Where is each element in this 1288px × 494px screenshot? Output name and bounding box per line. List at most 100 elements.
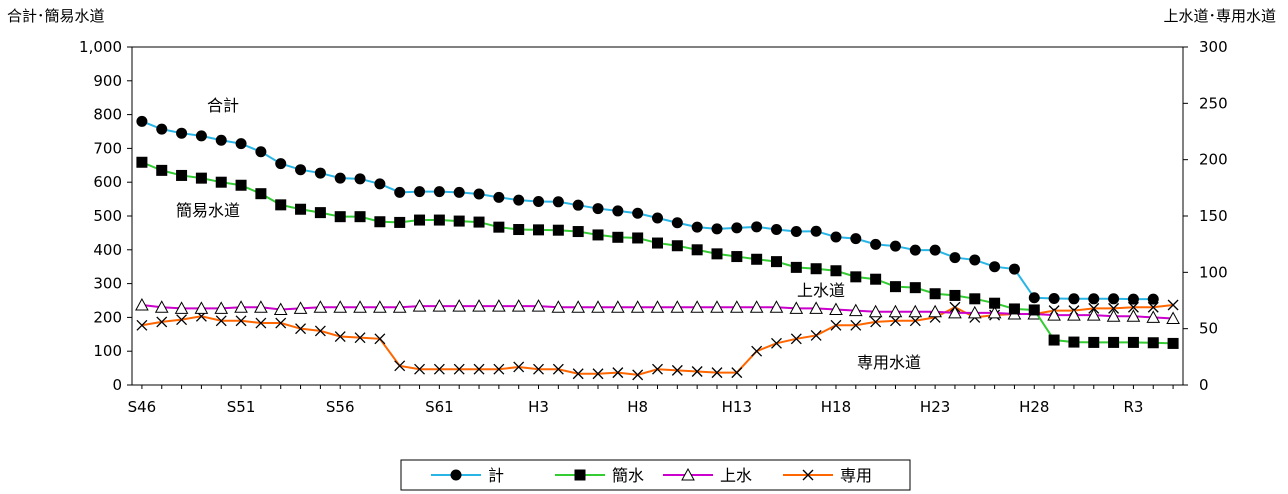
data-point xyxy=(810,329,822,341)
data-point xyxy=(414,214,426,226)
data-point xyxy=(848,303,863,317)
data-point xyxy=(967,305,982,319)
data-point xyxy=(909,282,921,294)
data-point xyxy=(136,319,148,331)
data-point-stroke xyxy=(572,368,584,380)
data-point xyxy=(293,301,308,314)
data-point xyxy=(652,363,663,375)
data-point xyxy=(195,172,207,184)
data-point xyxy=(989,261,1001,273)
x-tick-label: H8 xyxy=(627,398,648,416)
data-point xyxy=(731,367,743,379)
data-point xyxy=(592,229,604,241)
data-point-stroke xyxy=(731,367,743,379)
data-point xyxy=(255,188,267,200)
x-tick-label: H23 xyxy=(920,398,950,416)
data-point xyxy=(533,363,544,375)
data-point xyxy=(671,364,683,376)
y-left-tick-label: 1,000 xyxy=(79,38,122,56)
y-left-tick-label: 700 xyxy=(93,139,122,157)
x-tick-label: H18 xyxy=(821,398,851,416)
data-point xyxy=(453,186,465,198)
data-point xyxy=(354,211,366,223)
data-point xyxy=(374,333,386,345)
x-tick-label: S51 xyxy=(227,398,256,416)
data-point xyxy=(671,217,683,229)
x-tick-label: S61 xyxy=(425,398,454,416)
data-point xyxy=(830,231,842,243)
data-point xyxy=(314,207,326,219)
data-point xyxy=(255,146,267,158)
data-point xyxy=(769,300,784,313)
data-point xyxy=(612,367,624,379)
data-point-stroke xyxy=(592,368,604,380)
data-point xyxy=(592,368,604,380)
data-point xyxy=(374,178,386,190)
data-point xyxy=(156,316,168,328)
annotation-label: 上水道 xyxy=(797,281,845,300)
data-point-stroke xyxy=(156,316,168,328)
data-point-stroke xyxy=(830,319,842,331)
data-point xyxy=(392,300,407,313)
data-point-stroke xyxy=(850,319,862,331)
data-point xyxy=(572,199,584,211)
data-point xyxy=(275,199,287,211)
y-left-tick-label: 300 xyxy=(93,275,122,293)
y-right-tick-label: 0 xyxy=(1199,376,1209,394)
data-point xyxy=(333,300,348,313)
legend-item: 簡水 xyxy=(555,466,644,485)
y-right-tick-label: 300 xyxy=(1199,38,1228,56)
data-point xyxy=(632,232,644,244)
data-point xyxy=(810,225,822,237)
data-point xyxy=(531,299,546,312)
data-point xyxy=(450,469,462,481)
data-point-stroke xyxy=(314,325,326,337)
annotation-label: 専用水道 xyxy=(857,353,921,372)
data-point xyxy=(255,317,267,329)
data-point xyxy=(254,300,268,313)
legend-label: 簡水 xyxy=(612,466,644,485)
legend-label: 上水 xyxy=(720,466,752,485)
data-point xyxy=(670,300,685,313)
legend-label: 計 xyxy=(488,466,504,485)
data-point-stroke xyxy=(354,332,366,344)
data-point xyxy=(729,300,744,313)
data-point xyxy=(809,301,823,314)
data-point xyxy=(354,332,366,344)
data-point-stroke xyxy=(802,469,814,481)
data-point xyxy=(215,176,227,188)
data-point xyxy=(909,315,921,327)
data-point xyxy=(630,300,645,313)
data-point xyxy=(572,226,584,238)
data-point-stroke xyxy=(1147,301,1159,313)
data-point xyxy=(790,333,802,345)
data-point xyxy=(1028,292,1040,304)
data-point-stroke xyxy=(295,323,307,335)
data-point xyxy=(870,238,882,250)
data-point xyxy=(591,300,605,313)
data-point xyxy=(1106,309,1121,322)
data-point xyxy=(533,224,545,236)
data-point-stroke xyxy=(275,317,287,329)
data-point xyxy=(513,224,525,236)
data-point xyxy=(771,337,782,349)
data-point xyxy=(790,226,802,238)
data-point xyxy=(1008,303,1020,315)
data-point xyxy=(789,301,804,314)
data-point xyxy=(929,244,941,256)
data-point xyxy=(850,233,862,245)
data-point xyxy=(552,363,564,375)
data-point xyxy=(1067,308,1081,321)
data-point xyxy=(513,194,525,206)
annotation-label: 合計 xyxy=(207,96,239,115)
data-point xyxy=(711,248,723,260)
legend-item: 計 xyxy=(431,466,504,485)
data-point xyxy=(552,196,564,208)
data-point xyxy=(136,115,148,127)
data-point xyxy=(650,300,665,313)
data-point xyxy=(432,299,447,312)
data-point xyxy=(493,363,505,375)
data-point xyxy=(572,368,584,380)
data-point-stroke xyxy=(255,317,267,329)
data-point xyxy=(174,301,189,314)
